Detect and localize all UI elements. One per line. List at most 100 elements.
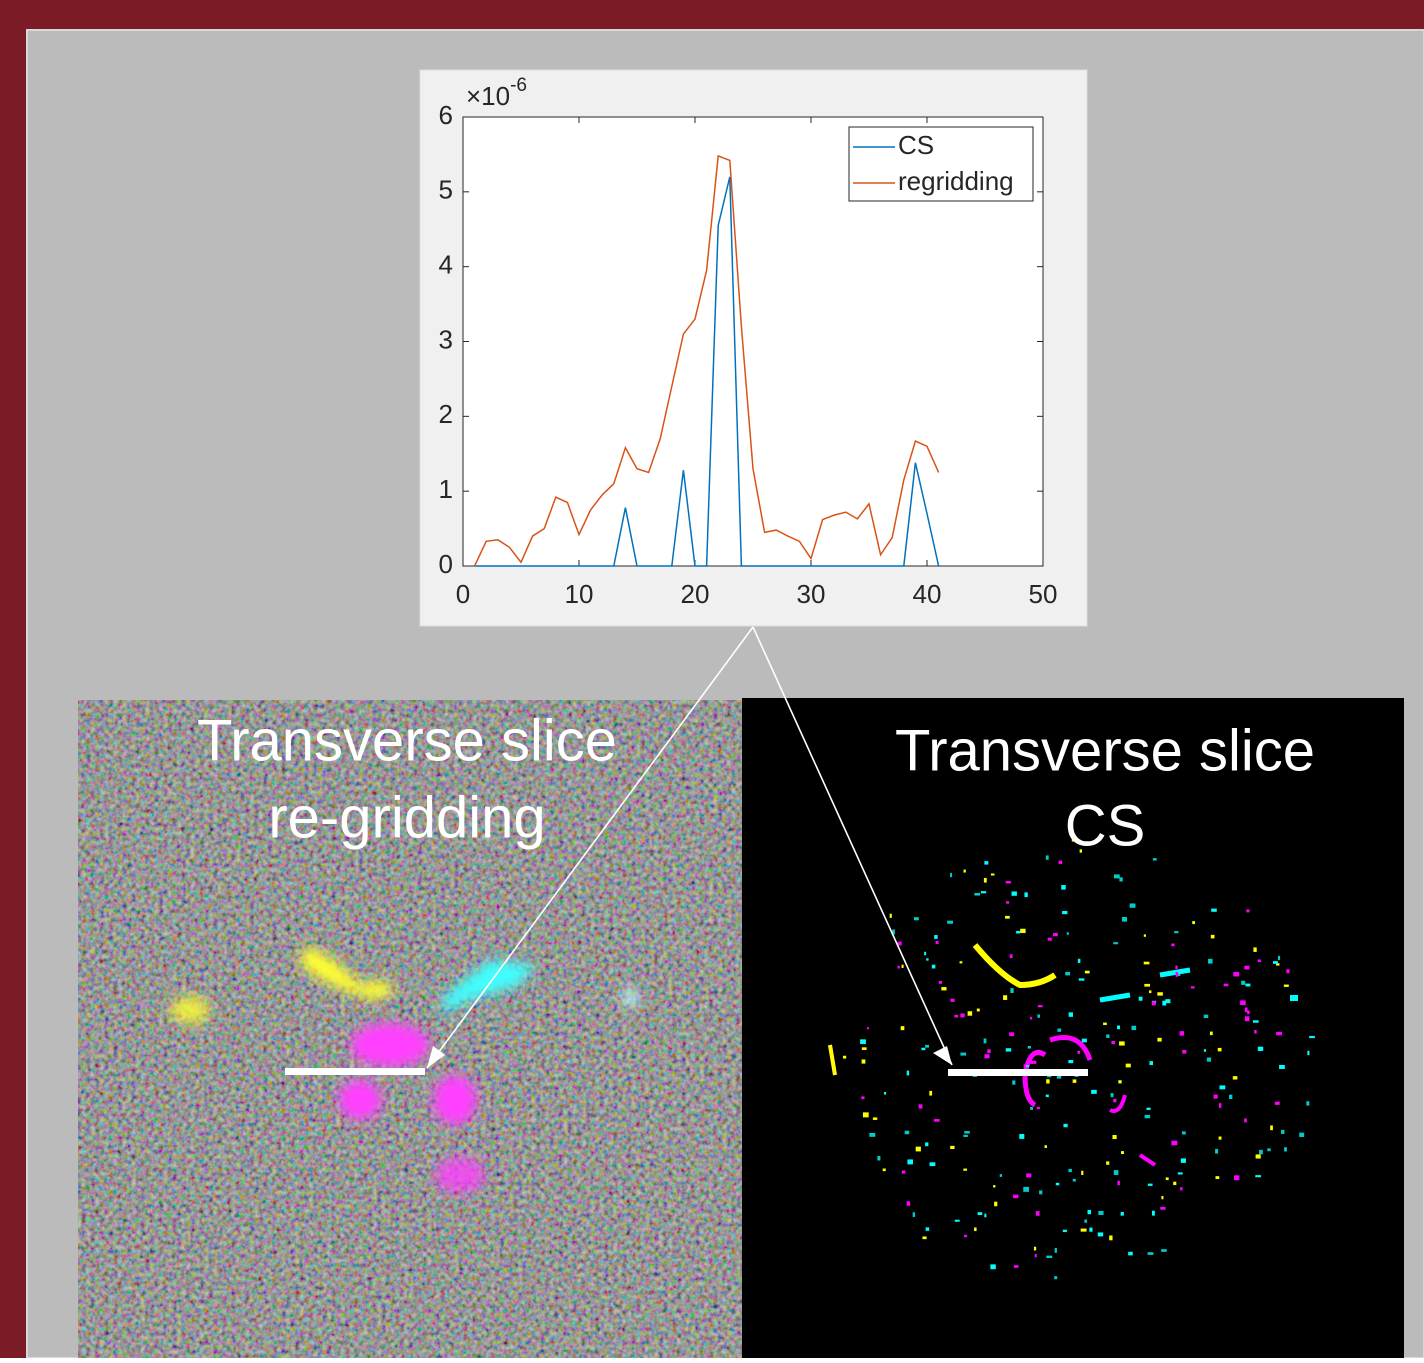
y-tick-label: 5 [439, 175, 453, 205]
speckle [1273, 961, 1278, 964]
speckle [1204, 1015, 1208, 1018]
speckle [1091, 1090, 1097, 1094]
panel-title: Transverse slice [197, 708, 617, 773]
speckle [1178, 1172, 1183, 1174]
speckle [1161, 1249, 1167, 1252]
speckle [1244, 966, 1249, 970]
speckle [1233, 1076, 1238, 1079]
speckle [863, 1112, 869, 1117]
speckle [1056, 1183, 1060, 1185]
blob [435, 1157, 485, 1193]
speckle [843, 1056, 846, 1059]
speckle [1284, 985, 1289, 987]
speckle [1045, 1145, 1047, 1148]
speckle [1204, 1049, 1206, 1052]
speckle [873, 1117, 877, 1120]
speckle [974, 1227, 977, 1231]
speckle [1067, 932, 1069, 934]
speckle [897, 966, 899, 969]
speckle [929, 1091, 932, 1096]
speckle [1121, 1151, 1124, 1154]
speckle [1006, 1048, 1011, 1051]
speckle [1219, 1103, 1221, 1108]
speckle [1079, 978, 1085, 980]
speckle [1020, 929, 1025, 933]
speckle [963, 1135, 967, 1137]
speckle [1073, 1079, 1077, 1082]
speckle [1026, 1173, 1031, 1177]
speckle [1013, 1195, 1018, 1199]
speckle [1244, 1118, 1247, 1122]
speckle [1089, 1228, 1092, 1232]
speckle [1103, 1023, 1107, 1025]
speckle [1160, 1207, 1165, 1210]
speckle [1215, 1149, 1218, 1154]
speckle [1145, 1115, 1150, 1118]
speckle [1191, 986, 1195, 988]
speckle [907, 1159, 913, 1164]
speckle [926, 958, 928, 960]
speckle [1166, 1177, 1169, 1180]
speckle [1157, 1038, 1161, 1042]
speckle [1153, 858, 1157, 860]
speckle [1229, 1095, 1232, 1099]
speckle [1207, 1058, 1211, 1062]
speckle [964, 870, 966, 873]
speckle [1214, 1095, 1218, 1099]
speckle [1275, 1102, 1280, 1105]
speckle [1182, 1131, 1186, 1134]
speckle [1010, 988, 1013, 993]
speckle [1180, 1031, 1185, 1035]
speckle [991, 873, 995, 875]
speckle [1128, 1252, 1133, 1256]
speckle [1057, 1029, 1061, 1032]
speckle [1046, 1095, 1049, 1098]
speckle [1144, 962, 1150, 965]
speckle [902, 1170, 905, 1173]
speckle [1122, 917, 1127, 922]
speckle [1035, 1254, 1037, 1257]
speckle [1144, 984, 1150, 987]
speckle [1267, 1148, 1270, 1151]
speckle [1084, 1220, 1087, 1223]
speckle [1233, 972, 1239, 976]
speckle [1030, 1017, 1032, 1020]
speckle [1111, 1041, 1115, 1044]
speckle [1216, 1176, 1220, 1179]
speckle [1219, 1085, 1225, 1089]
speckle [884, 1092, 886, 1095]
speckle [902, 965, 904, 968]
speckle [890, 914, 892, 918]
speckle [1245, 1016, 1249, 1021]
speckle [1208, 959, 1212, 964]
speckle [1245, 1008, 1248, 1013]
speckle [1224, 984, 1229, 987]
speckle [1026, 1065, 1029, 1067]
page: Transverse slice re-gridding Transverse … [0, 0, 1424, 1363]
blob [170, 996, 210, 1024]
speckle [978, 1212, 983, 1215]
speckle [1106, 1034, 1109, 1037]
panel-title: CS [1065, 793, 1146, 858]
speckle [1036, 1211, 1040, 1216]
x-tick-label: 10 [565, 579, 594, 609]
speckle [919, 1104, 923, 1108]
speckle [1014, 1265, 1019, 1268]
speckle [1005, 916, 1010, 919]
speckle [1010, 954, 1013, 958]
blob [433, 1075, 477, 1125]
speckle [941, 987, 946, 990]
speckle [977, 1009, 980, 1012]
speckle [883, 1168, 886, 1171]
speckle [964, 1235, 967, 1237]
speckle [1028, 1046, 1031, 1049]
speckle [1182, 1050, 1186, 1053]
speckle [1006, 881, 1011, 883]
speckle [1121, 1212, 1124, 1216]
speckle [984, 861, 988, 864]
speckle [1009, 1032, 1014, 1036]
speckle [862, 1047, 867, 1050]
speckle [1307, 1051, 1309, 1055]
speckle [1148, 1184, 1153, 1186]
speckle [1016, 931, 1020, 934]
